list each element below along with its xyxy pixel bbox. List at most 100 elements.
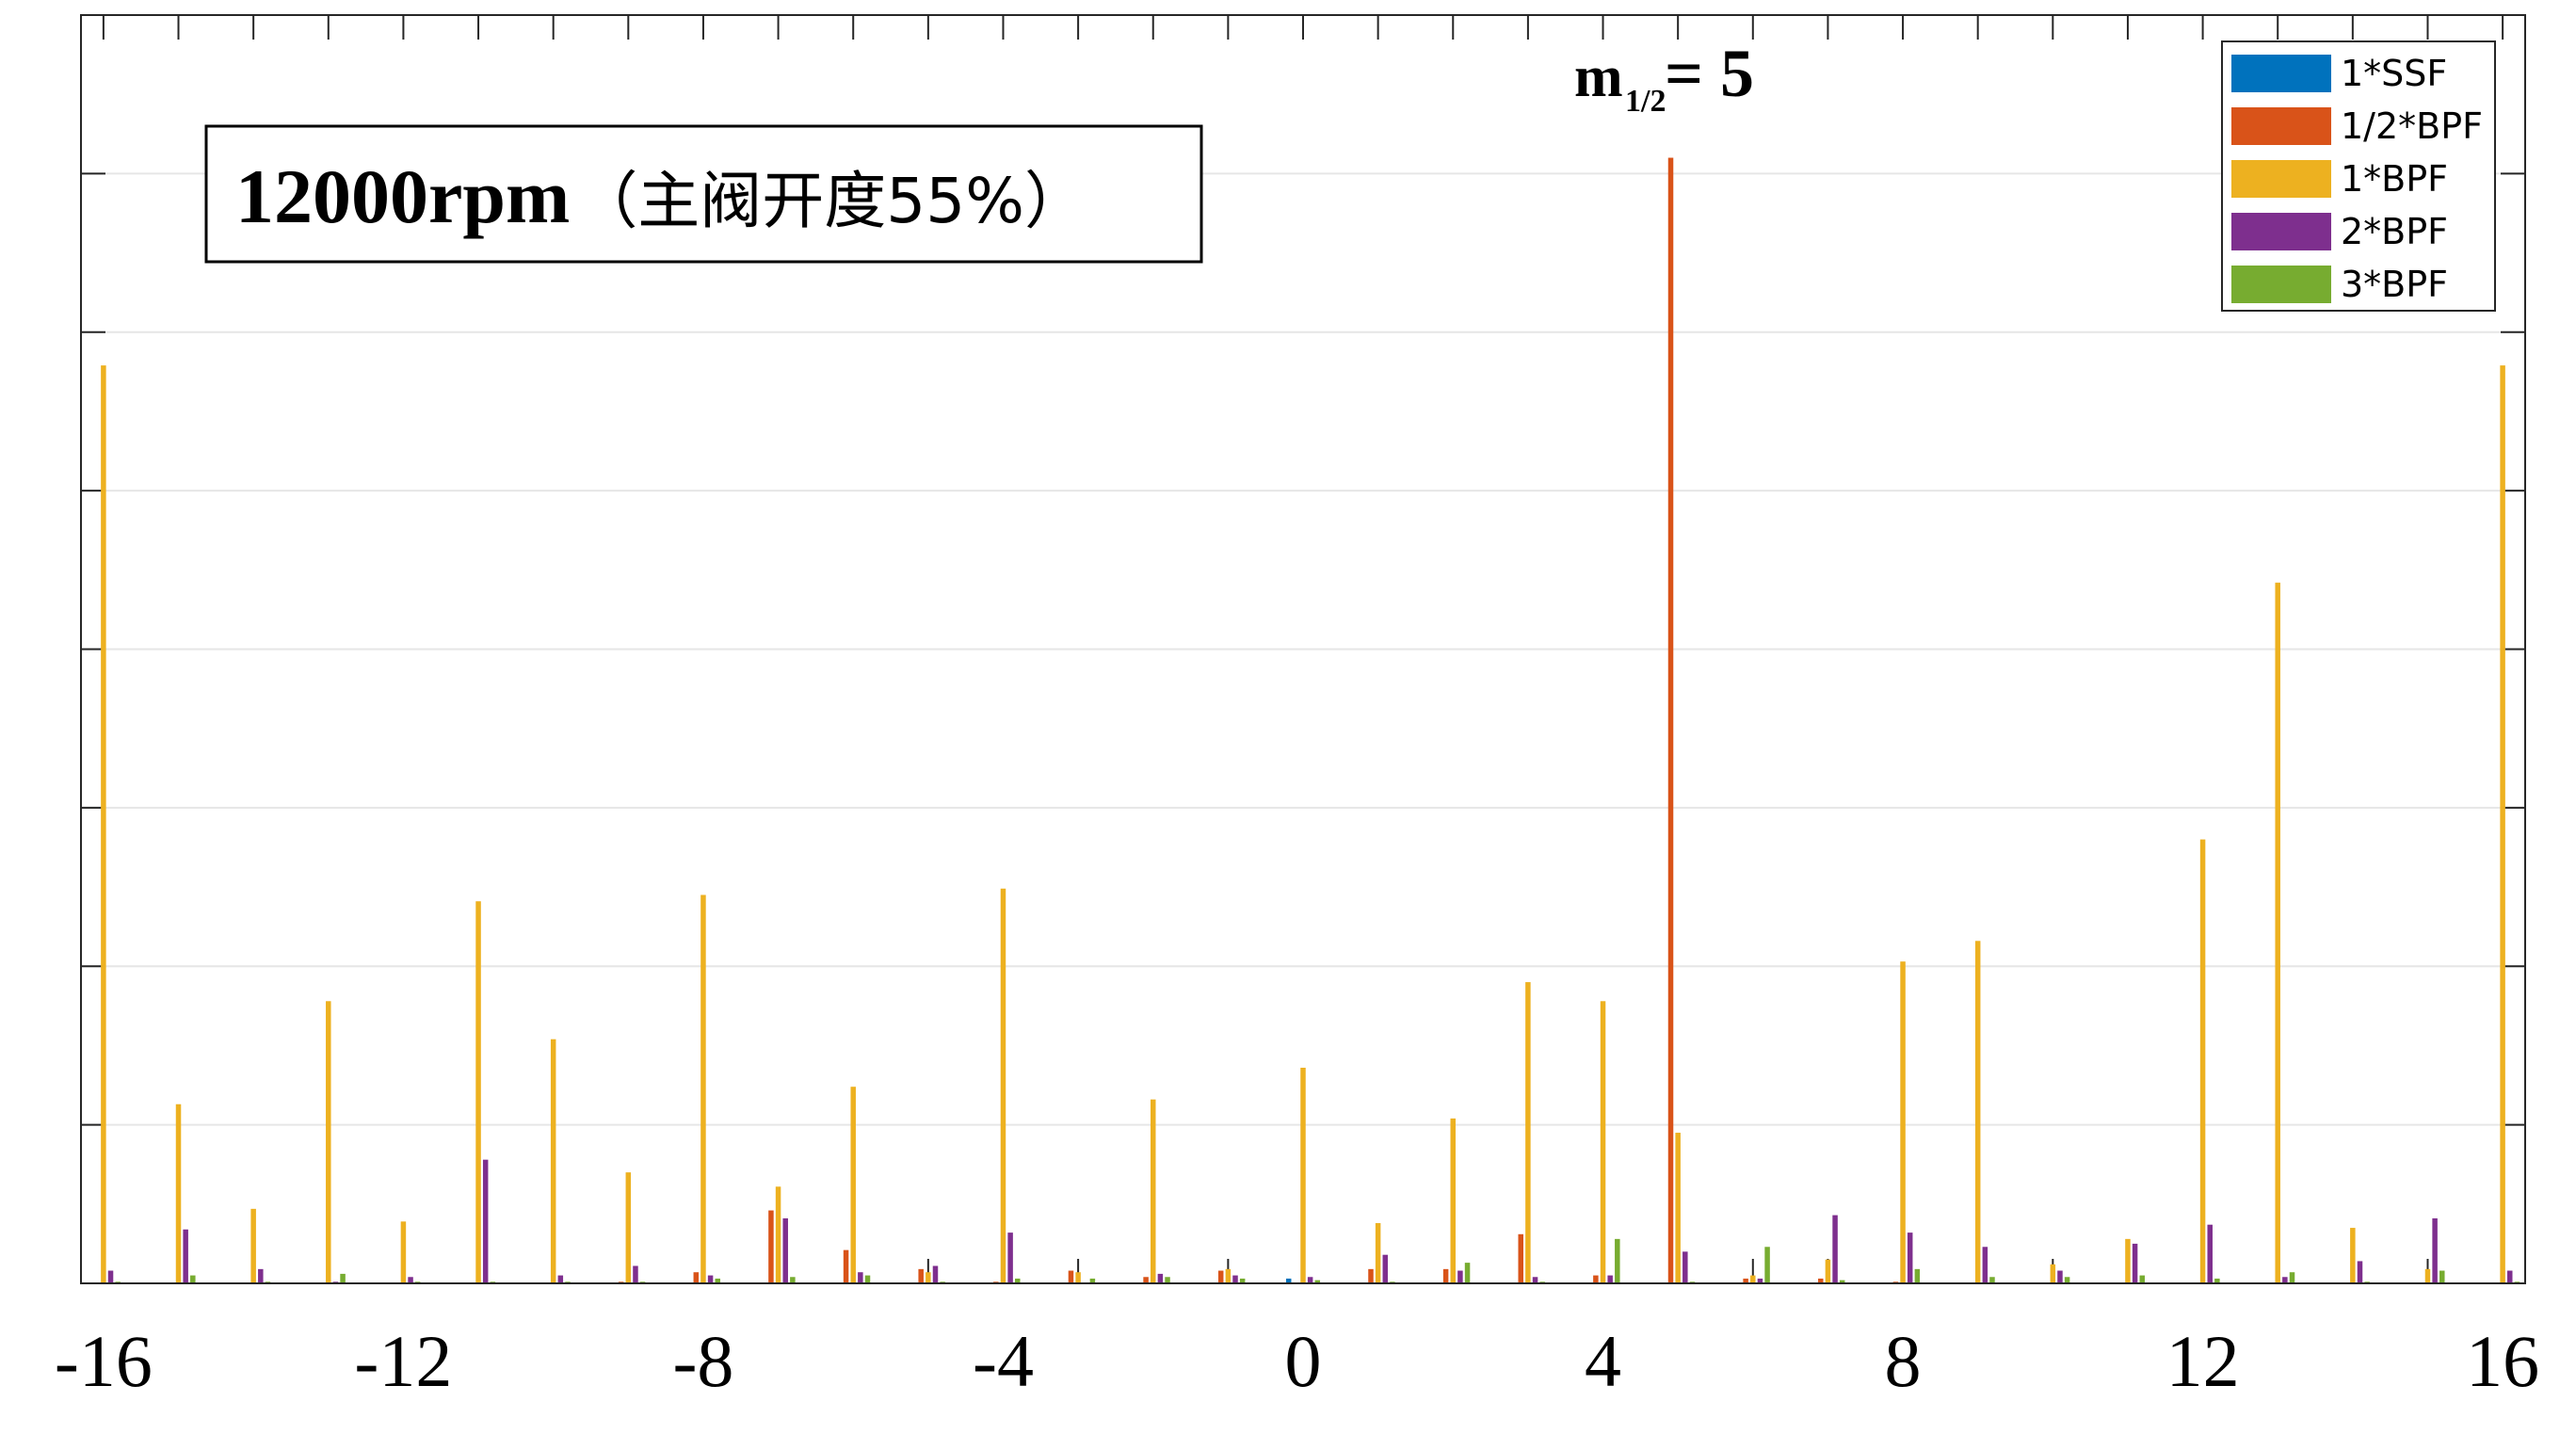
bar [1615,1238,1620,1283]
bar [2424,1268,2431,1283]
bar [1982,1247,1988,1283]
legend-label: 2*BPF [2341,211,2448,252]
bars [101,157,2520,1283]
bar [2207,1224,2213,1283]
legend-swatch [2231,213,2331,250]
bar [1750,1275,1756,1283]
bar [250,1208,256,1283]
title-box-label: 12000rpm（主阀开度55%） [235,153,1087,239]
bar [1600,1001,1606,1283]
bar [1000,888,1006,1283]
bar [864,1275,871,1283]
bar [1464,1263,1471,1283]
bar [932,1265,939,1283]
bar [1914,1268,1921,1283]
annotation-equals: = 5 [1665,36,1754,111]
bar [1764,1247,1770,1283]
bar [482,1159,489,1283]
bar [926,1272,931,1283]
bar [843,1249,849,1283]
bar [1989,1277,1995,1283]
bar [1907,1232,1913,1283]
bar [1593,1275,1599,1283]
bar [700,894,706,1283]
bar [183,1229,188,1283]
bar [1217,1270,1224,1283]
bar [1007,1232,1013,1283]
bar [858,1272,863,1283]
bar [400,1221,407,1283]
bar [101,365,106,1283]
bar [1089,1278,1096,1283]
bar [1143,1277,1149,1283]
bar [1300,1068,1306,1283]
bar [775,1186,781,1283]
bar [1314,1280,1321,1283]
bar [1068,1270,1074,1283]
bar [1239,1278,1246,1283]
bar [550,1039,556,1283]
title-box-cjk: （主阀开度55%） [575,165,1087,237]
x-tick-label: -8 [672,1320,733,1402]
bar [1285,1278,1292,1283]
title-box-latin: 12000rpm [235,153,570,239]
bar [693,1272,700,1283]
bar [2199,839,2206,1283]
bar [1442,1268,1449,1283]
bar [918,1268,924,1283]
bar [2500,365,2505,1283]
bar [707,1275,714,1283]
bar [2282,1277,2288,1283]
legend-label: 1*SSF [2341,53,2447,94]
bar [625,1172,632,1283]
bar [1682,1251,1688,1283]
bar [1757,1278,1763,1283]
bar [2289,1272,2295,1283]
bar [715,1278,720,1283]
bar [2064,1277,2070,1283]
bar [1974,941,1981,1283]
bar [850,1087,856,1283]
bar [1382,1254,1389,1283]
bar [1667,157,1674,1283]
legend-swatch [2231,107,2331,145]
bar [2432,1217,2438,1283]
bar [1157,1273,1164,1283]
title-box-frame [204,124,1203,264]
bar [768,1210,774,1283]
bar [2132,1243,2138,1283]
legend-label: 1/2*BPF [2341,105,2483,147]
legend: 1*SSF 1/2*BPF 1*BPF 2*BPF 3*BPF [2221,40,2496,312]
bar [175,1104,182,1283]
bar [2357,1261,2363,1283]
bar [2507,1270,2513,1283]
bar [1518,1233,1523,1283]
bar [1532,1277,1538,1283]
bar [1839,1280,1845,1283]
bar [107,1270,114,1283]
bar [1900,961,1906,1283]
bar [340,1273,346,1283]
bar [1457,1270,1463,1283]
x-tick-labels: -16 -12 -8 -4 0 4 8 12 16 [55,1320,2539,1402]
bar [1743,1278,1748,1283]
bar [2214,1278,2220,1283]
bar [1150,1099,1156,1283]
x-tick-label: 4 [1585,1320,1621,1402]
bar [1165,1277,1170,1283]
peak-annotation: m 1/2 = 5 [1574,36,1754,119]
bar [2350,1228,2356,1283]
bar [790,1277,796,1283]
bar [475,901,481,1283]
bar [326,1001,331,1283]
x-tick-label: -4 [973,1320,1034,1402]
x-tick-label: -12 [354,1320,452,1402]
bar [2439,1270,2445,1283]
annotation-m: m [1574,45,1623,109]
bar [258,1268,264,1283]
x-tick-label: -16 [55,1320,153,1402]
bar [2050,1264,2056,1283]
bar [1232,1275,1238,1283]
bar [1818,1278,1824,1283]
